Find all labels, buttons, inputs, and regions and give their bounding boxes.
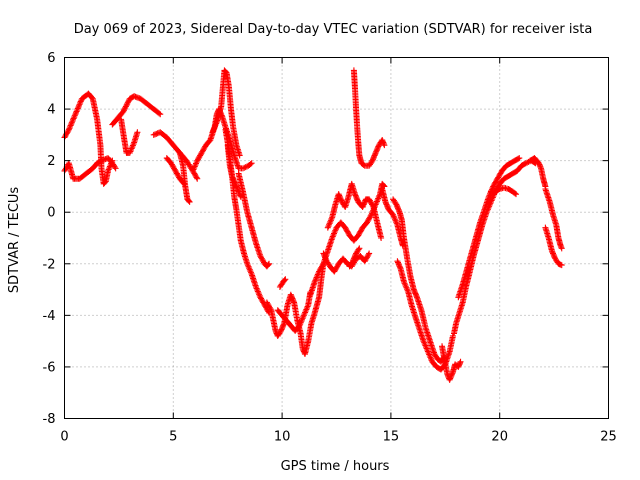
x-tick-label: 20 (491, 430, 508, 445)
data-point (265, 261, 272, 268)
data-point (112, 165, 119, 172)
data-point (68, 121, 75, 128)
x-axis-label: GPS time / hours (281, 459, 390, 474)
data-point (157, 111, 164, 118)
data-point (70, 116, 77, 123)
data-point (267, 305, 274, 312)
data-point (156, 110, 163, 117)
data-point (236, 152, 243, 159)
data-point (247, 161, 254, 168)
y-tick-label: 4 (47, 103, 55, 118)
data-point (124, 99, 131, 106)
data-point (380, 182, 387, 189)
data-point (71, 112, 78, 119)
data-point (77, 98, 84, 105)
y-tick-label: -4 (43, 309, 56, 324)
data-point (73, 108, 80, 115)
data-point (69, 118, 76, 125)
x-axis-ticks: 0 5 10 15 20 25 (60, 57, 617, 445)
data-point (72, 111, 79, 118)
data-point (121, 106, 128, 113)
y-tick-label: -8 (43, 412, 56, 427)
data-point (277, 329, 284, 336)
data-point (366, 250, 373, 257)
data-point (71, 114, 78, 121)
data-point (111, 164, 118, 171)
data-point (457, 358, 464, 365)
data-point (248, 160, 255, 167)
y-axis-label: SDTVAR / TECUs (7, 187, 22, 294)
grid-lines (64, 57, 609, 419)
x-tick-label: 10 (274, 430, 291, 445)
y-tick-label: 6 (47, 51, 55, 66)
data-point (367, 213, 374, 220)
data-point (355, 246, 362, 253)
data-point (449, 332, 456, 339)
data-point (349, 259, 356, 266)
data-point (186, 198, 193, 205)
data-point (368, 158, 375, 165)
data-point (239, 165, 246, 172)
y-tick-label: 2 (47, 154, 55, 169)
data-point (194, 175, 201, 182)
data-point (522, 160, 529, 167)
data-point (77, 99, 84, 106)
data-point (65, 126, 72, 133)
data-point (109, 157, 116, 164)
data-point (365, 251, 372, 258)
data-point (516, 155, 523, 162)
data-point (392, 200, 399, 207)
data-point (282, 276, 289, 283)
data-point (76, 101, 83, 108)
data-point (122, 103, 129, 110)
data-point (120, 108, 127, 115)
data-point (120, 107, 127, 114)
data-point (511, 190, 518, 197)
data-point (356, 245, 363, 252)
data-point (515, 155, 522, 162)
y-tick-label: -2 (43, 257, 56, 272)
y-tick-label: -6 (43, 360, 56, 375)
data-point (72, 109, 79, 116)
data-points (61, 67, 565, 383)
data-point (66, 125, 73, 132)
data-point (378, 235, 385, 241)
data-point (74, 107, 81, 114)
x-tick-label: 0 (60, 430, 68, 445)
data-point (75, 104, 82, 111)
data-point (241, 164, 248, 171)
y-axis-ticks: -8 -6 -4 -2 0 2 4 6 (43, 51, 609, 427)
data-point (125, 98, 132, 105)
data-point (74, 105, 81, 112)
data-point (193, 174, 200, 181)
data-point (124, 100, 131, 107)
data-point (67, 122, 74, 129)
x-tick-label: 15 (383, 430, 400, 445)
data-point (134, 129, 141, 136)
data-point (513, 191, 520, 198)
data-point (75, 102, 82, 109)
data-point (68, 119, 75, 126)
x-tick-label: 25 (600, 430, 617, 445)
data-point (123, 102, 130, 109)
data-point (70, 115, 77, 122)
x-tick-label: 5 (169, 430, 177, 445)
data-point (369, 202, 376, 209)
chart-title: Day 069 of 2023, Sidereal Day-to-day VTE… (74, 22, 593, 37)
data-point (65, 127, 72, 134)
data-point (242, 164, 249, 171)
data-point (185, 198, 192, 205)
data-point (558, 245, 565, 252)
y-tick-label: 0 (47, 206, 55, 221)
data-point (67, 123, 74, 130)
data-point (381, 142, 388, 149)
data-point (558, 262, 565, 269)
data-point (319, 262, 326, 269)
data-point (122, 104, 129, 111)
data-point (266, 260, 273, 267)
plot-frame (64, 57, 609, 419)
data-point (281, 277, 288, 284)
